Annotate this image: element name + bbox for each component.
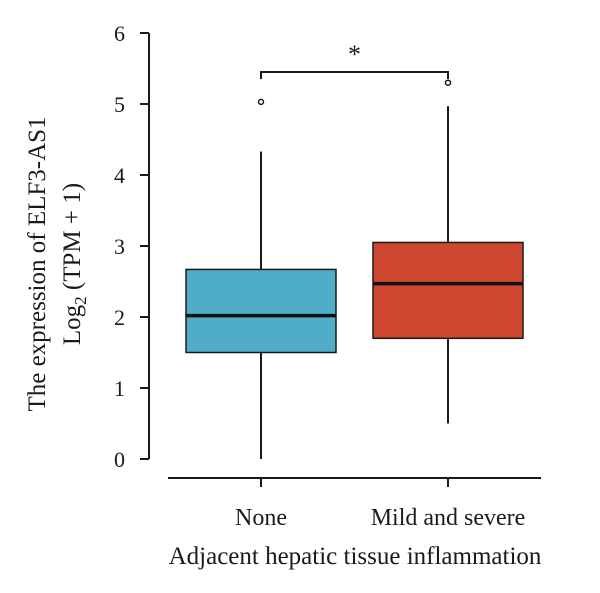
x-axis-title: Adjacent hepatic tissue inflammation [169, 543, 542, 570]
y-axis-title-log: Log [59, 304, 86, 345]
y-ticks: 0 1 2 3 4 5 6 [114, 21, 149, 472]
y-tick-label: 3 [114, 234, 125, 259]
y-axis-title-line-1: The expression of ELF3-AS1 [24, 116, 51, 411]
x-axis: None Mild and severe [168, 477, 541, 531]
x-ticks: None Mild and severe [235, 478, 525, 531]
y-tick-label: 6 [114, 21, 125, 46]
boxes [185, 79, 524, 459]
significance-line [260, 71, 449, 80]
y-tick-label: 1 [114, 376, 125, 401]
significance-bracket: * [260, 40, 449, 80]
y-axis: 0 1 2 3 4 5 6 [114, 21, 150, 472]
box-mild-and-severe [372, 79, 524, 424]
y-axis-title-subscript: 2 [71, 296, 90, 305]
box-iqr [185, 268, 337, 354]
outlier-point [444, 79, 452, 86]
y-axis-title-unit: (TPM + 1) [59, 183, 86, 296]
y-tick-label: 0 [114, 447, 125, 472]
y-tick-label: 5 [114, 92, 125, 117]
y-axis-title: The expression of ELF3-AS1 Log2 (TPM + 1… [24, 116, 90, 411]
box-none [185, 98, 337, 459]
x-tick-label: None [235, 505, 287, 531]
y-tick-label: 2 [114, 305, 125, 330]
y-tick-label: 4 [114, 163, 125, 188]
outlier-point [257, 98, 265, 106]
significance-label: * [348, 40, 361, 69]
x-tick-label: Mild and severe [371, 505, 526, 531]
y-axis-title-line-2: Log2 (TPM + 1) [59, 183, 90, 345]
box-iqr [372, 241, 524, 340]
